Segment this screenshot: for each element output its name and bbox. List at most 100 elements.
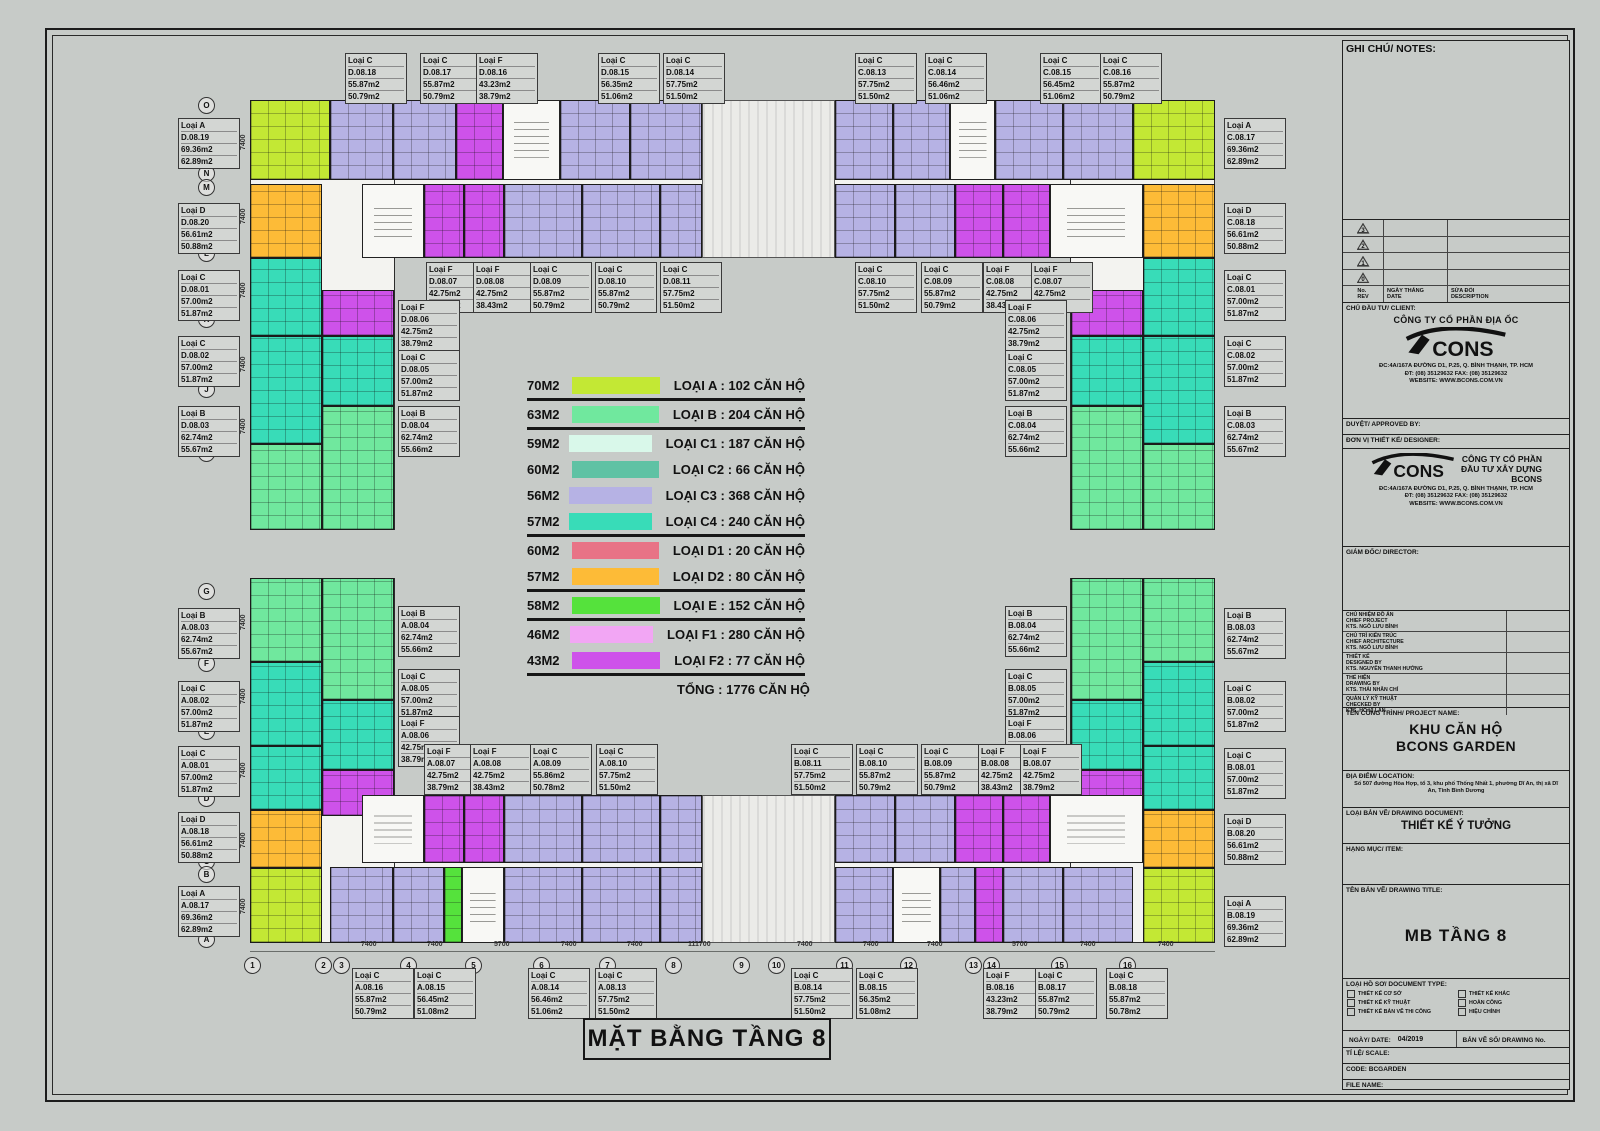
date-row: NGÀY/ DATE: 04/2019 BẢN VẼ SỐ/ DRAWING No… bbox=[1343, 1030, 1569, 1049]
stair-core bbox=[462, 867, 504, 943]
unit-label-B.08.02: Loại C B.08.02 57.00m2 51.87m2 bbox=[1224, 681, 1286, 732]
unit-label-B.08.15: Loại C B.08.15 56.35m2 51.08m2 bbox=[856, 968, 918, 1019]
unit-block-type-C3 bbox=[835, 867, 893, 943]
dimension-label-vertical: 7400 bbox=[240, 418, 247, 434]
unit-block-type-D2 bbox=[1143, 810, 1215, 868]
unit-block-type-C3 bbox=[835, 100, 893, 180]
unit-label-C.08.04: Loại B C.08.04 62.74m2 55.66m2 bbox=[1005, 406, 1067, 457]
project-section: TÊN CÔNG TRÌNH/ PROJECT NAME: KHU CĂN HỘ… bbox=[1343, 708, 1569, 771]
date-label: NGÀY/ DATE: bbox=[1349, 1036, 1391, 1044]
legend-type-count: LOẠI A : 102 CĂN HỘ bbox=[673, 377, 805, 393]
legend-area-label: 58M2 bbox=[527, 597, 560, 613]
checkbox-icon[interactable] bbox=[1347, 999, 1355, 1008]
grid-bubble-number-8: 8 bbox=[665, 957, 682, 974]
revision-triangle-icon: 0 bbox=[1357, 272, 1370, 283]
approved-label: DUYỆT/ APPROVED BY: bbox=[1346, 421, 1421, 429]
stair-core bbox=[893, 867, 940, 943]
dimension-label: 7400 bbox=[361, 941, 377, 948]
unit-label-D.08.10: Loại C D.08.10 55.87m2 50.79m2 bbox=[595, 262, 657, 313]
unit-block-type-B bbox=[250, 444, 322, 530]
unit-label-B.08.20: Loại D B.08.20 56.61m2 50.88m2 bbox=[1224, 814, 1286, 865]
unit-label-C.08.10: Loại C C.08.10 57.75m2 51.50m2 bbox=[855, 262, 917, 313]
legend-area-label: 60M2 bbox=[527, 461, 560, 477]
unit-block-type-F2 bbox=[424, 184, 464, 258]
doctype-option: HOÀN CÔNG bbox=[1458, 999, 1565, 1008]
unit-label-B.08.11: Loại C B.08.11 57.75m2 51.50m2 bbox=[791, 744, 853, 795]
item-section: HẠNG MỤC/ ITEM: bbox=[1343, 844, 1569, 885]
unit-block-type-C4 bbox=[322, 336, 394, 406]
dimension-label: 7400 bbox=[797, 941, 813, 948]
date-value: 04/2019 bbox=[1397, 1035, 1424, 1043]
checkbox-icon[interactable] bbox=[1458, 990, 1466, 999]
unit-label-A.08.09: Loại C A.08.09 55.86m2 50.78m2 bbox=[530, 744, 592, 795]
dimension-label: 5700 bbox=[494, 941, 510, 948]
grid-bubble-number-9: 9 bbox=[733, 957, 750, 974]
legend-type-count: LOẠI C2 : 66 CĂN HỘ bbox=[672, 461, 805, 477]
legend-row-6: 57M2 LOẠI C4 : 240 CĂN HỘ bbox=[527, 508, 805, 537]
unit-block-type-F2 bbox=[975, 867, 1003, 943]
unit-block-type-D2 bbox=[1143, 184, 1215, 258]
plan-gap bbox=[702, 100, 835, 258]
file-row: FILE NAME: bbox=[1343, 1080, 1569, 1089]
designer-section: CONS CÔNG TY CỔ PHẦN ĐẦU TƯ XÂY DỰNG BCO… bbox=[1343, 449, 1569, 548]
unit-block-type-F2 bbox=[464, 795, 504, 863]
unit-label-A.08.04: Loại B A.08.04 62.74m2 55.66m2 bbox=[398, 606, 460, 657]
doctype-option: THIẾT KẾ CƠ SỞ bbox=[1347, 990, 1454, 999]
unit-label-D.08.09: Loại C D.08.09 55.87m2 50.79m2 bbox=[530, 262, 592, 313]
unit-label-D.08.06: Loại F D.08.06 42.75m2 38.79m2 bbox=[398, 300, 460, 351]
revision-triangle-icon: 3 bbox=[1357, 223, 1370, 234]
unit-block-type-F2 bbox=[955, 184, 1003, 258]
drawing-no-label: BẢN VẼ SỐ/ DRAWING No. bbox=[1462, 1036, 1546, 1044]
stair-core bbox=[362, 184, 424, 258]
checkbox-icon[interactable] bbox=[1347, 1008, 1355, 1017]
unit-label-D.08.05: Loại C D.08.05 57.00m2 51.87m2 bbox=[398, 350, 460, 401]
director-label: GIÁM ĐỐC/ DIRECTOR: bbox=[1346, 549, 1419, 557]
legend-color-swatch bbox=[571, 460, 659, 478]
unit-block-type-F2 bbox=[1003, 795, 1050, 863]
unit-block-type-B bbox=[322, 406, 394, 530]
unit-block-type-A bbox=[250, 868, 322, 943]
legend-color-swatch bbox=[571, 376, 660, 394]
sheet-title: MẶT BẰNG TẦNG 8 bbox=[583, 1018, 831, 1060]
revision-row: 3 bbox=[1343, 220, 1569, 237]
doctype-option: THIẾT KẾ KHÁC bbox=[1458, 990, 1565, 999]
checkbox-icon[interactable] bbox=[1347, 990, 1355, 999]
unit-block-type-C3 bbox=[504, 867, 582, 943]
unit-label-A.08.14: Loại C A.08.14 56.46m2 51.06m2 bbox=[528, 968, 590, 1019]
unit-label-B.08.19: Loại A B.08.19 69.36m2 62.89m2 bbox=[1224, 896, 1286, 947]
legend-total-row: TỔNG : 1776 CĂN HỘ bbox=[527, 676, 810, 702]
unit-type-legend: 70M2 LOẠI A : 102 CĂN HỘ 63M2 LOẠI B : 204 … bbox=[527, 372, 810, 702]
unit-block-type-D2 bbox=[250, 810, 322, 868]
drawing-title-value: MB TẦNG 8 bbox=[1404, 925, 1508, 945]
plan-gap bbox=[702, 795, 835, 943]
unit-block-type-C3 bbox=[582, 795, 660, 863]
legend-color-swatch bbox=[569, 625, 654, 643]
revision-header-row: No. REV NGÀY THÁNG DATE SỬA ĐỔI DESCRIPTION bbox=[1343, 286, 1569, 303]
notes-title: GHI CHÚ/ NOTES: bbox=[1346, 43, 1436, 55]
dimension-label-vertical: 7400 bbox=[240, 762, 247, 778]
unit-block-type-C4 bbox=[1071, 336, 1143, 406]
director-section: GIÁM ĐỐC/ DIRECTOR: bbox=[1343, 547, 1569, 611]
unit-block-type-B bbox=[1071, 578, 1143, 700]
dimension-label-vertical: 7400 bbox=[240, 614, 247, 630]
plan-patch bbox=[1070, 530, 1215, 578]
legend-type-count: LOẠI E : 152 CĂN HỘ bbox=[673, 597, 805, 613]
unit-label-D.08.11: Loại C D.08.11 57.75m2 51.50m2 bbox=[660, 262, 722, 313]
checkbox-icon[interactable] bbox=[1458, 999, 1466, 1008]
legend-row-1: 70M2 LOẠI A : 102 CĂN HỘ bbox=[527, 372, 805, 401]
unit-label-C.08.09: Loại C C.08.09 55.87m2 50.79m2 bbox=[921, 262, 983, 313]
project-name: KHU CĂN HỘ BCONS GARDEN bbox=[1396, 720, 1516, 754]
grid-bubble-number-10: 10 bbox=[768, 957, 785, 974]
doctype-option: HIỆU CHỈNH bbox=[1458, 1008, 1565, 1017]
unit-label-C.08.03: Loại B C.08.03 62.74m2 55.67m2 bbox=[1224, 406, 1286, 457]
grid-bubble-number-3: 3 bbox=[333, 957, 350, 974]
unit-block-type-C3 bbox=[893, 100, 950, 180]
unit-block-type-C3 bbox=[660, 184, 702, 258]
unit-block-type-F2 bbox=[464, 184, 504, 258]
plan-patch bbox=[250, 530, 395, 578]
unit-label-A.08.05: Loại C A.08.05 57.00m2 51.87m2 bbox=[398, 669, 460, 720]
client-company-name: CÔNG TY CỔ PHẦN ĐỊA ỐC bbox=[1393, 315, 1519, 326]
unit-label-D.08.17: Loại C D.08.17 55.87m2 50.79m2 bbox=[420, 53, 482, 104]
unit-block-type-C3 bbox=[660, 795, 702, 863]
checkbox-icon[interactable] bbox=[1458, 1008, 1466, 1017]
